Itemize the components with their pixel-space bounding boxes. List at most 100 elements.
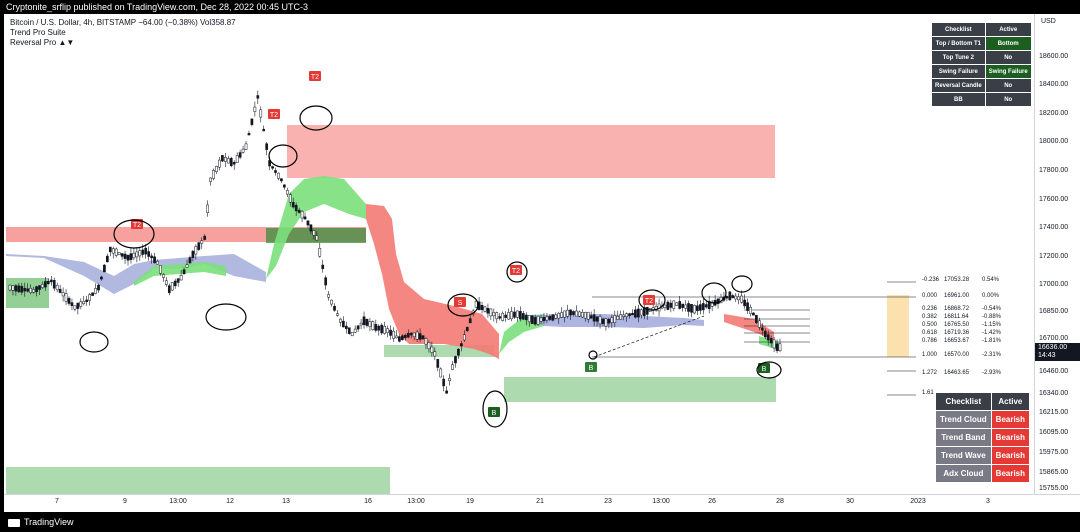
candle-bear — [238, 152, 242, 158]
time-tick: 3 — [986, 498, 990, 505]
current-price-badge: 16636.00 14:43 — [1035, 343, 1080, 361]
symbol-line[interactable]: Bitcoin / U.S. Dollar, 4h, BITSTAMP −64.… — [10, 18, 236, 27]
hand-drawn-circle — [756, 361, 782, 379]
candle-bear — [401, 335, 404, 341]
candle-bear — [607, 319, 611, 324]
candle-bear — [377, 325, 381, 331]
candle-bull — [117, 252, 121, 255]
candle-bull — [64, 293, 68, 302]
candle-bear — [716, 298, 720, 305]
checklist-header: Checklist — [935, 392, 992, 411]
candle-bull — [200, 240, 204, 244]
candle-bear — [23, 287, 27, 292]
candle-bear — [250, 118, 254, 125]
fib-price: 17053.28 — [944, 277, 970, 283]
signal-badge — [643, 295, 655, 305]
signal-badge — [454, 297, 466, 307]
price-tick: 15975.00 — [1039, 449, 1069, 456]
candle-bull — [353, 328, 357, 333]
candle-bear — [173, 280, 177, 287]
candle-bear — [769, 337, 773, 344]
time-axis[interactable]: 7 9 13:00 12 13 16 13:00 19 21 23 13:00 26 28 30 2023 3 — [4, 494, 1080, 512]
zone-green-lower-left — [6, 467, 390, 494]
candle-bear — [120, 253, 124, 257]
candle-bull — [395, 335, 398, 339]
candle-bull — [598, 316, 602, 325]
candle-bull — [489, 308, 493, 317]
signal-badge — [758, 363, 770, 373]
candle-bull — [566, 309, 569, 317]
price-tick: 17400.00 — [1039, 224, 1069, 231]
time-tick: 9 — [123, 498, 127, 505]
indicator-trend-pro[interactable]: Trend Pro Suite — [10, 28, 66, 37]
candle-bull — [654, 306, 658, 311]
candle-bear — [728, 291, 732, 301]
candle-bull — [451, 364, 454, 370]
candle-bull — [300, 210, 304, 219]
candle-bear — [123, 253, 127, 259]
candle-bear — [763, 330, 767, 338]
candle-bear — [100, 276, 103, 280]
candle-bear — [147, 251, 151, 257]
price-tick: 18400.00 — [1039, 81, 1069, 88]
candle-bear — [70, 302, 74, 306]
candle-bull — [235, 155, 239, 163]
candle-bear — [262, 128, 266, 132]
candle-bull — [383, 326, 387, 334]
candle-bear — [49, 279, 53, 283]
candle-bear — [129, 253, 133, 260]
checklist-row-label: Trend Cloud — [935, 410, 992, 429]
fib-level: 0.786 — [922, 338, 938, 344]
checklist-row-value: Bottom — [984, 36, 1032, 51]
indicator-reversal-pro[interactable]: Reversal Pro ▲▼ — [10, 38, 75, 47]
chart-pane[interactable]: T2 T2 T2 T2 T2 S B B B Bitcoin / U.S. Dollar, 4h… — [4, 14, 1034, 494]
candle-bull — [162, 274, 165, 278]
zone-green-bottom — [504, 377, 776, 402]
time-tick: 28 — [776, 498, 784, 505]
fib-price: 16570.00 — [944, 352, 970, 358]
price-tick: 16095.00 — [1039, 429, 1069, 436]
fib-pct: 0.00% — [982, 293, 1000, 299]
candle-bull — [368, 321, 372, 327]
price-axis[interactable]: USD 18600.00 18400.00 18200.00 18000.00 1780… — [1034, 14, 1080, 494]
price-tick: 17000.00 — [1039, 281, 1069, 288]
candle-bear — [454, 356, 457, 364]
candle-bull — [259, 109, 263, 118]
candle-bull — [73, 305, 77, 310]
candle-bull — [312, 230, 316, 236]
fib-level: 0.618 — [922, 330, 938, 336]
candle-bull — [359, 322, 363, 326]
checklist-row-label: Top / Bottom T1 — [931, 36, 986, 51]
zone-green-mid-b — [384, 345, 494, 357]
candle-bear — [542, 317, 546, 322]
candle-bear — [548, 316, 552, 320]
candle-bull — [253, 106, 257, 112]
candle-bear — [365, 318, 369, 326]
candle-bull — [424, 338, 428, 345]
candle-bear — [524, 314, 528, 321]
candle-bull — [209, 177, 212, 182]
candle-bull — [194, 246, 198, 255]
candle-bull — [327, 294, 330, 298]
candle-bear — [698, 304, 702, 311]
candle-bear — [409, 332, 413, 336]
candle-bull — [580, 311, 584, 318]
fib-pct: -0.54% — [982, 306, 1002, 312]
candle-bull — [639, 309, 643, 316]
checklist-row-label: Top Tune 2 — [931, 50, 986, 65]
candle-bull — [79, 301, 83, 307]
candle-bull — [778, 343, 782, 351]
fib-level-row: 0.382 16811.64 -0.88% — [922, 314, 1001, 320]
candle-bear — [436, 359, 440, 368]
fib-pct: -0.88% — [982, 314, 1002, 320]
candle-bull — [206, 204, 210, 213]
candle-bull — [415, 331, 419, 340]
candle-bear — [775, 343, 779, 351]
hand-drawn-circle — [731, 275, 753, 293]
candle-bear — [17, 285, 21, 293]
candle-bull — [138, 250, 142, 257]
candle-bear — [374, 324, 378, 331]
signal-badge — [488, 407, 500, 417]
candle-bear — [389, 329, 392, 336]
